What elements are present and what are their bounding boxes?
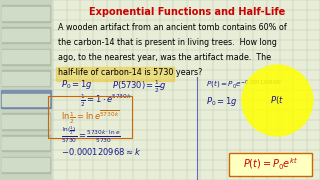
Bar xyxy=(2,5,50,22)
Bar xyxy=(56,67,174,81)
Text: $\ln\frac{1}{2} = \ln e^{\overline{5730k}}$: $\ln\frac{1}{2} = \ln e^{\overline{5730k… xyxy=(61,108,119,126)
Text: $P(t) = P_0 e^{kt}$: $P(t) = P_0 e^{kt}$ xyxy=(243,157,298,172)
Text: $P(t) = P_0 e^{-0.000120968t}$: $P(t) = P_0 e^{-0.000120968t}$ xyxy=(206,78,283,90)
Bar xyxy=(2,7,49,20)
Bar xyxy=(2,27,50,43)
Text: $P_0 = 1g$: $P_0 = 1g$ xyxy=(206,94,238,107)
Bar xyxy=(2,113,50,130)
Text: A wooden artifact from an ancient tomb contains 60% of: A wooden artifact from an ancient tomb c… xyxy=(58,22,286,32)
Text: the carbon-14 that is present in living trees.  How long: the carbon-14 that is present in living … xyxy=(58,38,276,47)
Bar xyxy=(2,72,49,85)
Bar xyxy=(2,50,49,63)
Text: $P(t$: $P(t$ xyxy=(270,94,284,107)
FancyBboxPatch shape xyxy=(229,153,312,176)
Bar xyxy=(2,157,50,173)
Bar xyxy=(0,0,51,180)
Bar xyxy=(2,135,50,151)
Bar xyxy=(2,92,50,108)
Bar xyxy=(2,49,50,65)
Text: $P_0 = 1g$: $P_0 = 1g$ xyxy=(61,78,92,91)
Text: $P(5730) = \frac{1}{2}g$: $P(5730) = \frac{1}{2}g$ xyxy=(112,78,166,95)
Text: $\frac{\ln(\frac{1}{2})}{5730} = \frac{5730k \cdot \ln e}{5730}$: $\frac{\ln(\frac{1}{2})}{5730} = \frac{5… xyxy=(61,125,121,145)
Bar xyxy=(2,115,49,128)
Bar xyxy=(2,29,49,41)
Bar xyxy=(2,94,49,106)
Text: $-0.000120968 \approx k$: $-0.000120968 \approx k$ xyxy=(61,146,141,157)
Text: ago, to the nearest year, was the artifact made.  The: ago, to the nearest year, was the artifa… xyxy=(58,53,271,62)
Text: half-life of carbon-14 is 5730 years?: half-life of carbon-14 is 5730 years? xyxy=(58,68,202,77)
Bar xyxy=(1,90,51,108)
Bar xyxy=(2,137,49,149)
Text: Exponential Functions and Half-Life: Exponential Functions and Half-Life xyxy=(89,7,285,17)
Bar xyxy=(2,158,49,171)
Bar xyxy=(54,0,320,180)
Text: $\frac{1}{2} = 1 \cdot e^{5730k}$: $\frac{1}{2} = 1 \cdot e^{5730k}$ xyxy=(80,93,132,109)
Bar xyxy=(2,70,50,86)
